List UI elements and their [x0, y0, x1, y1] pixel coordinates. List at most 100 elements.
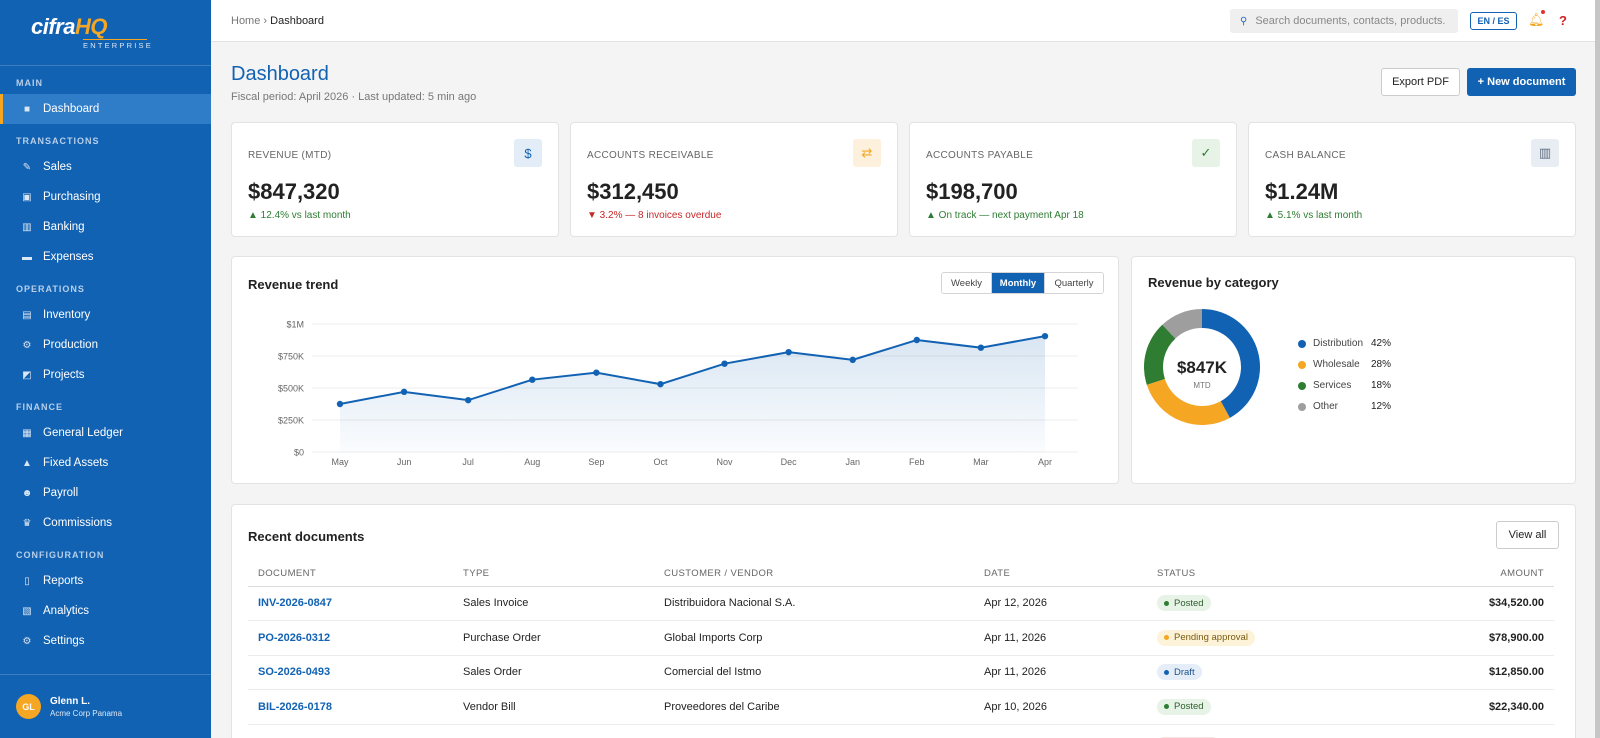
x-tick-label: Aug [524, 457, 540, 467]
sidebar-item-fixed-assets[interactable]: ▲ Fixed Assets [0, 448, 211, 478]
sidebar-item-purchasing[interactable]: ▣ Purchasing [0, 182, 211, 212]
sidebar-item-dashboard[interactable]: ■ Dashboard [0, 94, 211, 124]
revenue-point[interactable] [913, 336, 921, 344]
bell-icon[interactable]: 🔔︎ [1528, 12, 1545, 27]
card-icon: ▬ [22, 251, 32, 263]
sidebar-item-payroll[interactable]: ☻ Payroll [0, 478, 211, 508]
document-link[interactable]: BIL-2026-0178 [258, 700, 332, 713]
kpi-card-cash-balance[interactable]: CASH BALANCE ▥ $1.24M ▲ 5.1% vs last month [1248, 122, 1576, 237]
export-pdf-button[interactable]: Export PDF [1381, 68, 1460, 96]
revenue-point[interactable] [529, 376, 536, 383]
donut-slice-wholesale[interactable] [1146, 379, 1230, 425]
sidebar-item-production[interactable]: ⚙ Production [0, 330, 211, 360]
nav-section-title: MAIN [16, 78, 43, 88]
user-profile[interactable]: GL Glenn L. Acme Corp Panama [0, 674, 211, 738]
sidebar-item-label: Expenses [43, 251, 94, 263]
revenue-point[interactable] [336, 400, 344, 408]
check-icon: ✓ [1192, 139, 1220, 167]
kpi-label: CASH BALANCE [1265, 150, 1346, 161]
revenue-category-panel: Revenue by category $847K MTD Distributi… [1131, 256, 1576, 484]
doc-cell: PO-2026-0312 [248, 620, 453, 656]
document-link[interactable]: SO-2026-0493 [258, 666, 331, 679]
revenue-category-title: Revenue by category [1148, 275, 1279, 290]
sidebar-item-general-ledger[interactable]: ▦ General Ledger [0, 418, 211, 448]
search-input[interactable] [1255, 15, 1446, 27]
kpi-card-accounts-payable[interactable]: ACCOUNTS PAYABLE ✓ $198,700 ▲ On track — ne… [909, 122, 1237, 237]
date-cell: Apr 12, 2026 [974, 586, 1147, 621]
column-header[interactable]: DOCUMENT [248, 562, 453, 587]
party-cell: Distribuidora Nacional S.A. [654, 586, 974, 621]
breadcrumb-home[interactable]: Home [231, 14, 261, 27]
revenue-trend-title: Revenue trend [248, 277, 339, 292]
table-row[interactable]: BIL-2026-0178 Vendor Bill Proveedores del … [248, 689, 1554, 725]
pencil-icon: ✎ [22, 161, 32, 173]
table-row[interactable]: SO-2026-0493 Sales Order Comercial del Ist… [248, 655, 1554, 690]
doc-cell: SO-2026-0493 [248, 655, 453, 690]
amount-cell: $22,340.00 [1396, 689, 1554, 725]
sidebar-item-label: Reports [43, 575, 84, 587]
table-row[interactable]: INV-2026-0847 Sales Invoice Distribuidora … [248, 586, 1554, 621]
date-cell: Apr 10, 2026 [974, 689, 1147, 725]
revenue-point[interactable] [1041, 332, 1049, 340]
range-monthly-button[interactable]: Monthly [992, 273, 1045, 293]
revenue-point[interactable] [593, 369, 600, 376]
revenue-point[interactable] [464, 396, 472, 404]
language-toggle[interactable]: EN / ES [1470, 12, 1517, 30]
sidebar-item-banking[interactable]: ▥ Banking [0, 212, 211, 242]
kpi-label: ACCOUNTS RECEIVABLE [587, 150, 714, 161]
status-dot [1164, 635, 1169, 641]
legend-value: 18% [1371, 380, 1392, 391]
column-header[interactable]: TYPE [453, 562, 654, 587]
amount-cell: $12,850.00 [1396, 655, 1554, 690]
status-badge: Pending approval [1157, 629, 1255, 646]
range-weekly-button[interactable]: Weekly [942, 273, 992, 293]
revenue-point[interactable] [785, 348, 792, 356]
kpi-card-revenue-mtd[interactable]: REVENUE (MTD) $ $847,320 ▲ 12.4% vs last mo… [231, 122, 559, 237]
column-header[interactable]: CUSTOMER / VENDOR [654, 562, 974, 587]
sidebar-item-inventory[interactable]: ▤ Inventory [0, 300, 211, 330]
revenue-trend-chart: $0 $250K $500K $750K $1M May Jun Jul Aug Sep Oct No… [278, 320, 1078, 467]
logo[interactable]: cifraHQ ENTERPRISE [0, 0, 211, 66]
donut-slice-services[interactable] [1144, 324, 1176, 385]
revenue-point[interactable] [849, 356, 856, 364]
column-header[interactable]: DATE [974, 562, 1147, 587]
kpi-trend: ▲ 12.4% vs last month [248, 210, 351, 221]
view-all-button[interactable]: View all [1496, 521, 1559, 549]
revenue-point[interactable] [657, 380, 664, 388]
sidebar-item-projects[interactable]: ◩ Projects [0, 360, 211, 390]
table-row[interactable]: PO-2026-0312 Purchase Order Global Imports… [248, 620, 1554, 656]
status-text: Posted [1174, 701, 1204, 713]
x-tick-label: Apr [1038, 457, 1052, 467]
donut-slice-distribution[interactable] [1202, 309, 1260, 418]
revenue-point[interactable] [400, 388, 408, 396]
bank-icon: ▥ [22, 221, 32, 233]
sidebar-item-label: Fixed Assets [43, 457, 109, 469]
donut-slice-other[interactable] [1162, 309, 1202, 339]
page-scrollbar[interactable] [1595, 0, 1600, 738]
range-quarterly-button[interactable]: Quarterly [1045, 273, 1103, 293]
type-cell: Vendor Bill [453, 689, 654, 725]
sidebar-item-commissions[interactable]: ♛ Commissions [0, 508, 211, 538]
sidebar-item-expenses[interactable]: ▬ Expenses [0, 242, 211, 272]
document-link[interactable]: INV-2026-0847 [258, 597, 332, 610]
document-link[interactable]: PO-2026-0312 [258, 631, 331, 644]
column-header[interactable]: AMOUNT [1396, 562, 1554, 587]
revenue-point[interactable] [977, 344, 985, 351]
column-header[interactable]: STATUS [1147, 562, 1396, 587]
new-document-button[interactable]: + New document [1467, 68, 1576, 96]
sidebar-item-settings[interactable]: ⚙ Settings [0, 626, 211, 656]
help-icon[interactable]: ? [1559, 13, 1567, 28]
status-cell: Draft [1147, 655, 1396, 690]
books-icon: ▦ [22, 427, 32, 439]
status-cell: Posted [1147, 689, 1396, 725]
sidebar-item-sales[interactable]: ✎ Sales [0, 152, 211, 182]
y-tick-label: $250K [278, 416, 304, 426]
kpi-trend: ▼ 3.2% — 8 invoices overdue [587, 210, 722, 221]
kpi-card-accounts-receivable[interactable]: ACCOUNTS RECEIVABLE ⇄ $312,450 ▼ 3.2% — 8 i… [570, 122, 898, 237]
sidebar-item-reports[interactable]: ▯ Reports [0, 566, 211, 596]
legend-label: Services [1313, 380, 1352, 391]
table-header-row: DOCUMENT TYPE CUSTOMER / VENDOR DATE STATUS A… [248, 562, 1554, 587]
sidebar-item-analytics[interactable]: ▧ Analytics [0, 596, 211, 626]
sidebar-item-label: Production [43, 339, 98, 351]
revenue-point[interactable] [721, 360, 728, 367]
